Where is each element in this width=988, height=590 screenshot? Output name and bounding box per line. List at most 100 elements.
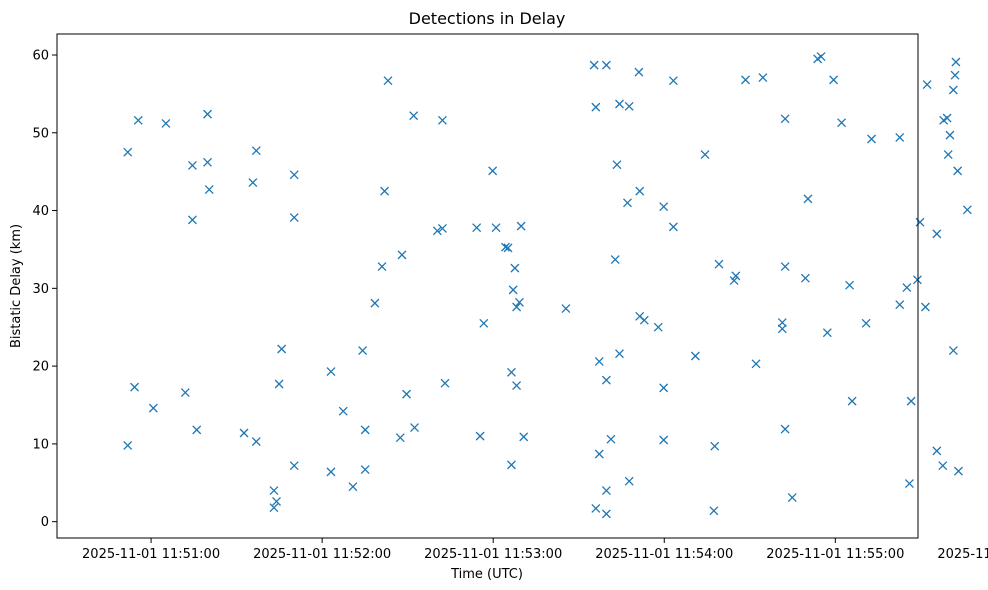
data-point	[380, 186, 390, 196]
data-point	[938, 461, 948, 471]
data-point	[610, 255, 620, 265]
data-point	[187, 215, 197, 225]
data-point	[780, 262, 790, 272]
data-point	[203, 109, 212, 119]
data-point	[962, 205, 972, 215]
data-point	[289, 461, 299, 471]
data-point	[847, 396, 857, 406]
data-point	[432, 226, 442, 236]
data-point	[932, 446, 942, 456]
data-point	[591, 102, 601, 112]
data-point	[803, 194, 813, 204]
data-point	[954, 466, 963, 476]
data-point	[624, 476, 634, 486]
data-point	[377, 262, 387, 272]
data-points	[123, 52, 972, 519]
data-point	[360, 425, 370, 435]
data-point	[475, 431, 485, 441]
data-point	[624, 101, 634, 111]
data-point	[248, 178, 258, 188]
data-point	[729, 276, 739, 286]
data-point	[501, 242, 510, 252]
data-point	[503, 243, 513, 253]
data-point	[606, 434, 616, 444]
data-point	[601, 509, 611, 519]
data-point	[612, 160, 622, 170]
data-point	[668, 222, 678, 232]
data-point	[741, 75, 750, 85]
data-point	[615, 99, 624, 109]
y-axis-label: Bistatic Delay (km)	[9, 224, 24, 348]
data-point	[634, 67, 644, 77]
data-point	[837, 118, 847, 128]
x-tick-label-2: 2025-11-01 11:53:00	[424, 547, 562, 562]
plot-frame	[56, 33, 919, 539]
x-tick-label-1: 2025-11-01 11:52:00	[253, 547, 391, 562]
data-point	[653, 322, 663, 332]
data-point	[906, 396, 916, 406]
data-point	[479, 318, 489, 328]
axis-ticks: 2025-11-01 11:51:00 2025-11-01 11:52:00 20…	[32, 49, 988, 563]
data-point	[251, 146, 261, 156]
data-point	[397, 250, 407, 260]
data-point	[133, 115, 143, 125]
data-point	[700, 150, 710, 160]
data-point	[589, 60, 599, 70]
y-tick-label-0: 0	[41, 515, 49, 530]
y-tick-label-1: 10	[32, 437, 49, 452]
data-point	[594, 449, 604, 459]
data-point	[591, 503, 601, 513]
data-point	[269, 486, 279, 496]
data-point	[659, 202, 669, 212]
data-point	[289, 213, 299, 223]
data-point	[780, 114, 790, 124]
data-point	[161, 118, 171, 128]
chart-title: Detections in Delay	[409, 9, 566, 28]
data-point	[920, 302, 930, 312]
data-point	[639, 315, 649, 325]
y-tick-label-6: 60	[32, 49, 49, 64]
data-point	[659, 383, 669, 393]
data-point	[506, 460, 516, 470]
data-point	[950, 70, 960, 80]
data-point	[269, 503, 279, 513]
data-point	[915, 217, 925, 227]
data-point	[437, 223, 447, 233]
data-point	[251, 437, 261, 447]
x-tick-label-0: 2025-11-01 11:51:00	[82, 547, 220, 562]
data-point	[360, 465, 370, 475]
data-point	[239, 428, 249, 438]
data-point	[829, 75, 839, 85]
data-point	[123, 147, 133, 157]
data-point	[383, 76, 393, 86]
data-point	[272, 496, 281, 506]
data-point	[491, 223, 501, 233]
x-tick-label-5: 2025-11-01 11:56:00	[937, 547, 988, 562]
data-point	[635, 186, 645, 196]
data-point	[326, 467, 336, 477]
data-point	[130, 382, 140, 392]
data-point	[123, 440, 133, 450]
data-point	[204, 185, 214, 195]
data-point	[512, 381, 522, 391]
y-tick-label-2: 20	[32, 360, 49, 375]
x-axis-label: Time (UTC)	[450, 567, 523, 582]
data-point	[902, 283, 912, 293]
data-point	[289, 170, 299, 180]
data-point	[895, 300, 905, 310]
data-point	[912, 275, 922, 285]
data-point	[192, 425, 202, 435]
data-point	[148, 403, 158, 413]
data-point	[690, 351, 700, 361]
data-point	[822, 328, 832, 338]
data-point	[932, 229, 942, 239]
data-point	[506, 367, 516, 377]
data-point	[437, 115, 447, 125]
data-point	[395, 433, 405, 443]
data-point	[510, 263, 520, 273]
data-point	[780, 424, 790, 434]
data-point	[758, 73, 768, 83]
data-point	[777, 318, 787, 328]
data-point	[668, 76, 678, 86]
